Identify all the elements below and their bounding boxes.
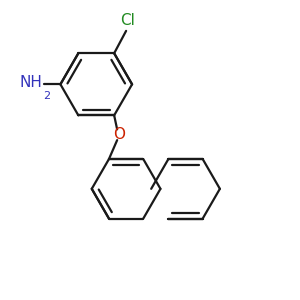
Text: NH: NH (20, 75, 43, 90)
Text: 2: 2 (43, 91, 50, 101)
Text: O: O (112, 127, 124, 142)
Text: Cl: Cl (120, 14, 135, 28)
